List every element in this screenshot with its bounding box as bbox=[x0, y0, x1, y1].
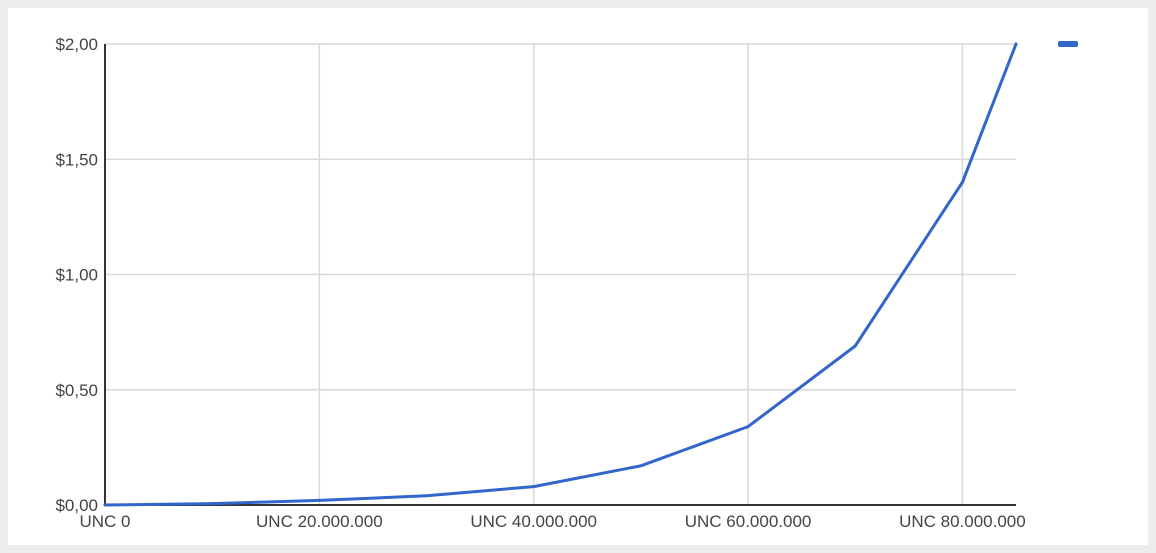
legend bbox=[1058, 41, 1078, 47]
data-point bbox=[853, 344, 857, 348]
x-tick-label: UNC 60.000.000 bbox=[685, 512, 812, 531]
y-tick-label: $2,00 bbox=[55, 35, 98, 54]
series-layer bbox=[103, 42, 1018, 507]
x-tick-label: UNC 80.000.000 bbox=[899, 512, 1026, 531]
data-point bbox=[210, 502, 214, 506]
chart-panel: $0,00 $0,50 $1,00 $1,50 $2,00 UNC 0 UNC 20.000… bbox=[8, 8, 1148, 545]
legend-swatch bbox=[1058, 41, 1078, 47]
data-point bbox=[639, 464, 643, 468]
data-point bbox=[425, 494, 429, 498]
data-point bbox=[746, 425, 750, 429]
axis-layer bbox=[104, 44, 1016, 506]
x-tick-label: UNC 40.000.000 bbox=[470, 512, 597, 531]
grid-layer bbox=[105, 43, 1016, 505]
data-point bbox=[532, 485, 536, 489]
data-point bbox=[960, 180, 964, 184]
data-point bbox=[1014, 42, 1018, 46]
y-tick-label: $0,00 bbox=[55, 496, 98, 515]
x-tick-label: UNC 0 bbox=[79, 512, 130, 531]
data-point bbox=[103, 503, 107, 507]
series-line bbox=[103, 42, 1018, 507]
data-point bbox=[317, 498, 321, 502]
x-tick-label: UNC 20.000.000 bbox=[256, 512, 383, 531]
tick-label-layer: $0,00 $0,50 $1,00 $1,50 $2,00 UNC 0 UNC 20.000… bbox=[55, 35, 1025, 531]
y-tick-label: $0,50 bbox=[55, 381, 98, 400]
y-tick-label: $1,00 bbox=[55, 266, 98, 285]
line-chart: $0,00 $0,50 $1,00 $1,50 $2,00 UNC 0 UNC 20.000… bbox=[55, 35, 1078, 531]
y-tick-label: $1,50 bbox=[55, 150, 98, 169]
